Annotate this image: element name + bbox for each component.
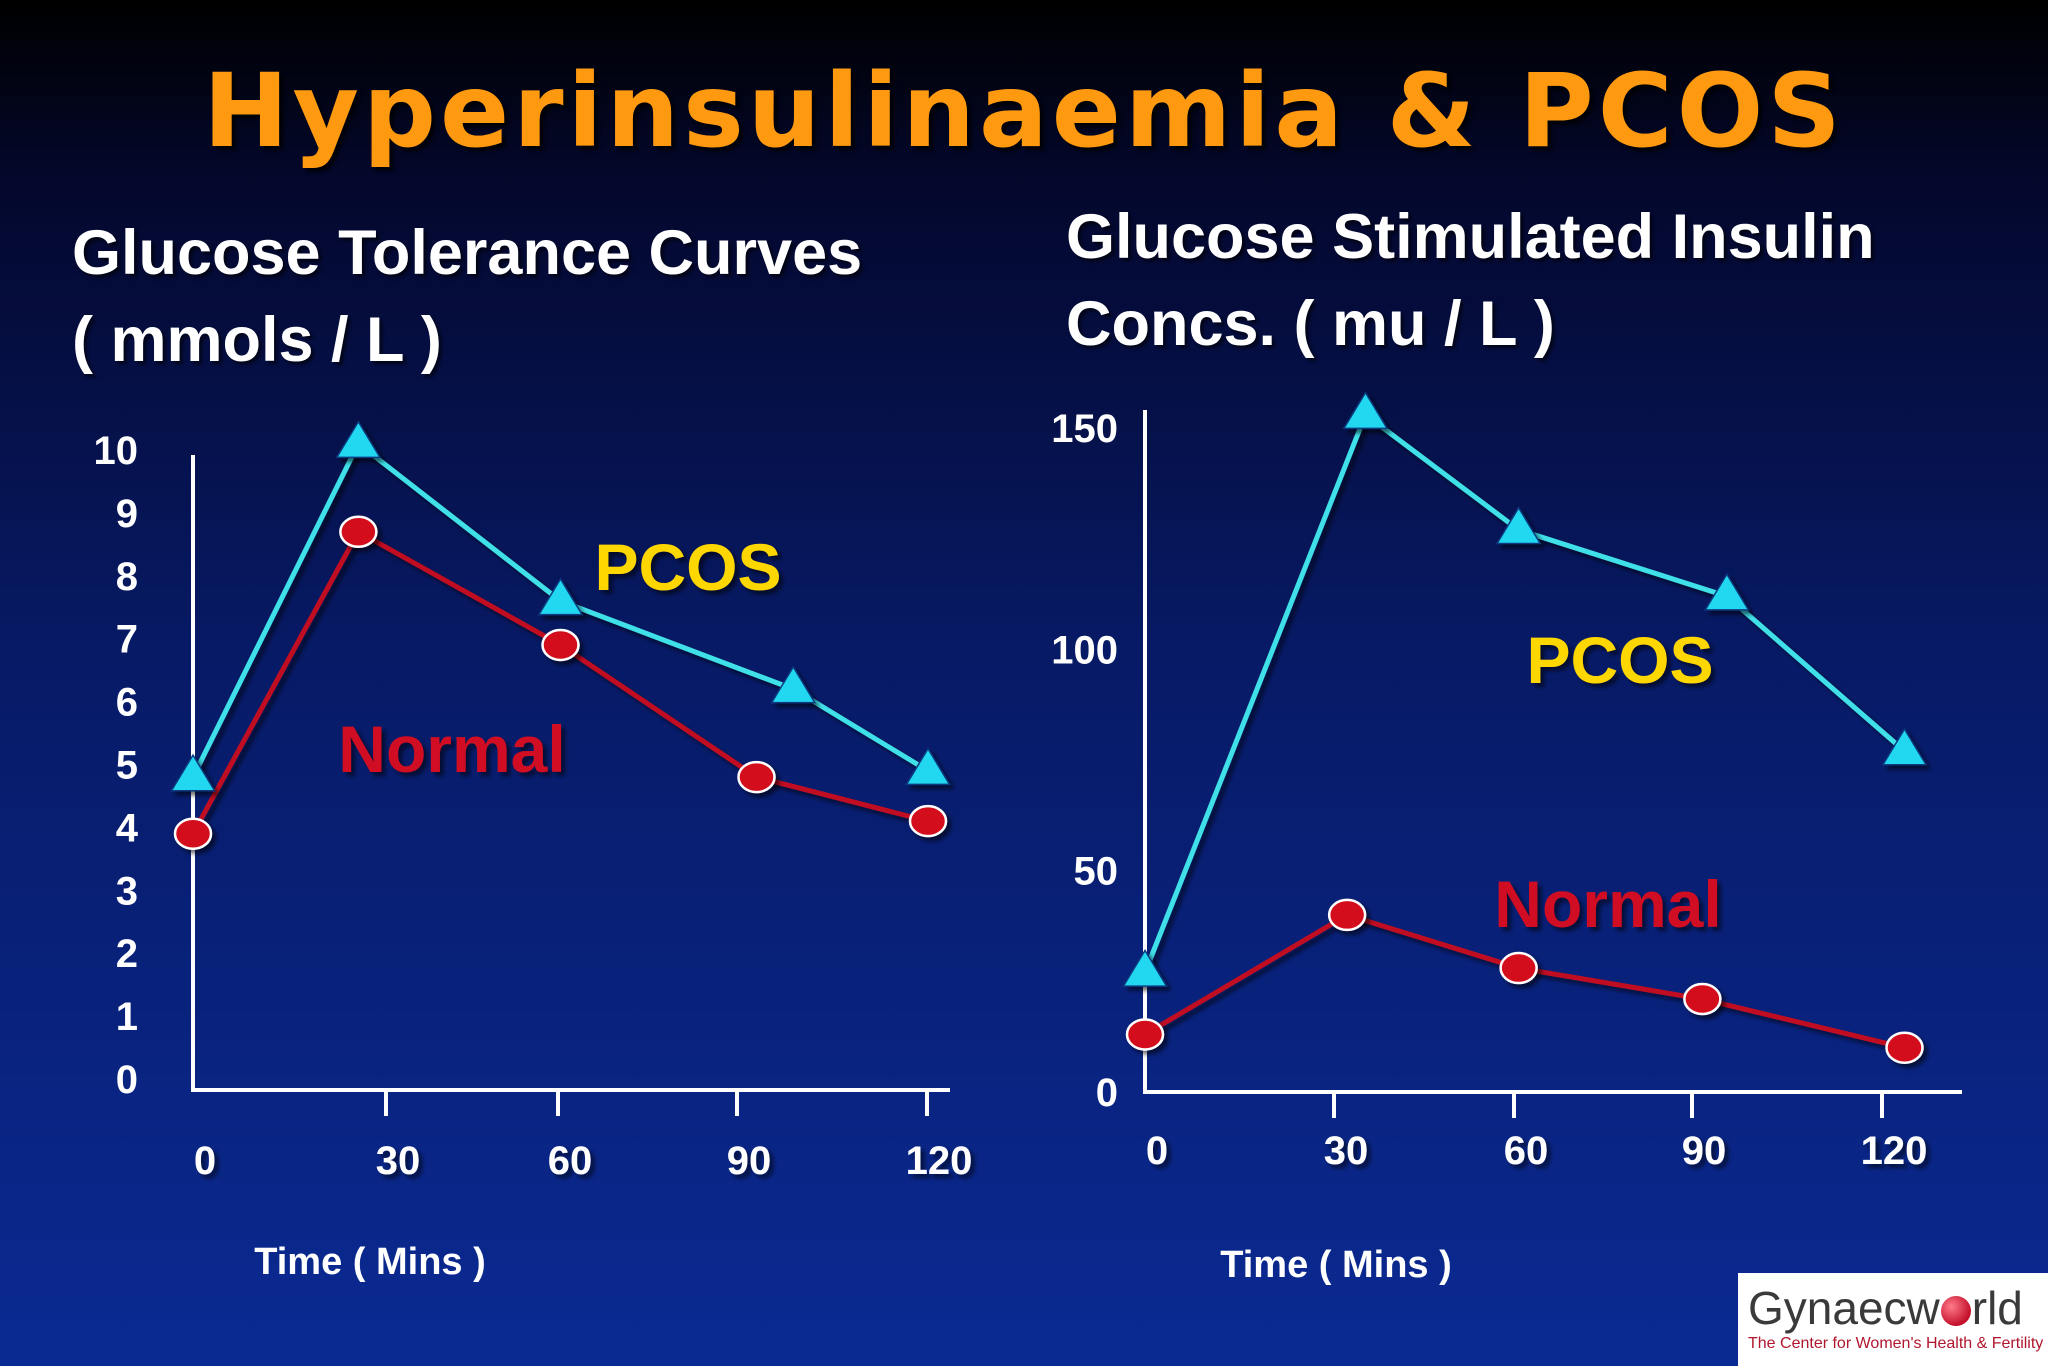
logo-dot-icon: [1940, 1296, 1971, 1326]
slide-title: Hyperinsulinaemia & PCOS: [203, 52, 1845, 171]
right-chart-subtitle: Glucose Stimulated Insulin Concs. ( mu /…: [1066, 194, 1875, 368]
glucose-normal-point: [908, 804, 948, 838]
glucose-y-tick-label: 9: [116, 492, 138, 536]
glucose-pcos-point: [335, 420, 382, 459]
glucose-y-tick-label: 2: [116, 932, 138, 976]
glucose-normal-series-label: Normal: [338, 712, 565, 786]
insulin-pcos-point: [1495, 506, 1542, 545]
glucose-y-tick-label: 0: [116, 1058, 138, 1102]
glucose-normal-point: [541, 628, 580, 662]
glucose-y-tick-label: 1: [116, 995, 138, 1039]
insulin-pcos-point: [1881, 727, 1928, 766]
insulin-x-tick-label: 60: [1504, 1129, 1549, 1173]
glucose-x-tick-label: 90: [727, 1139, 772, 1183]
glucose-pcos-point: [905, 747, 951, 786]
left-chart-subtitle-line1: Glucose Tolerance Curves: [72, 218, 863, 288]
glucose-pcos-point: [770, 665, 817, 704]
glucose-y-tick-label: 5: [116, 744, 138, 788]
left-chart-subtitle: Glucose Tolerance Curves ( mmols / L ): [72, 210, 862, 384]
insulin-x-tick-label: 30: [1324, 1129, 1369, 1173]
insulin-x-tick-label: 0: [1146, 1129, 1168, 1173]
glucose-normal-series-line: [190, 528, 929, 835]
insulin-normal-point: [1125, 1018, 1165, 1051]
glucose-pcos-point: [537, 577, 584, 616]
logo-name: Gynaecw rld: [1748, 1281, 2023, 1335]
glucose-x-tick-label: 30: [376, 1139, 421, 1183]
glucose-pcos-series-label: PCOS: [594, 530, 781, 604]
right-chart-subtitle-line1: Glucose Stimulated Insulin: [1066, 202, 1875, 272]
insulin-normal-point: [1499, 951, 1538, 985]
glucose-pcos-point: [170, 753, 216, 792]
insulin-normal-point: [1683, 982, 1722, 1016]
insulin-concentration-chart: 0 50 100 150 0 30 60 90 120 Time ( Mins ) Normal PC…: [1051, 391, 1962, 1286]
logo-name-part1: Gynaecw: [1748, 1282, 1940, 1334]
glucose-x-tick-label: 60: [548, 1139, 593, 1183]
insulin-x-tick-label: 120: [1861, 1129, 1928, 1173]
glucose-x-axis-title: Time ( Mins ): [254, 1241, 486, 1283]
insulin-normal-point: [1327, 898, 1367, 932]
glucose-normal-point: [339, 515, 378, 549]
insulin-pcos-point: [1703, 572, 1750, 611]
logo-tagline: The Center for Women's Health & Fertilit…: [1748, 1335, 2044, 1352]
insulin-y-tick-label: 150: [1051, 407, 1118, 451]
left-chart-subtitle-line2: ( mmols / L ): [72, 305, 442, 375]
insulin-pcos-point: [1122, 949, 1168, 987]
insulin-y-tick-label: 0: [1096, 1071, 1118, 1115]
glucose-normal-point: [173, 817, 213, 850]
glucose-x-tick-label: 120: [906, 1139, 973, 1183]
glucose-y-tick-label: 3: [116, 869, 138, 913]
glucose-y-tick-label: 10: [94, 429, 139, 473]
glucose-normal-point: [737, 760, 776, 794]
insulin-normal-series-label: Normal: [1494, 867, 1721, 941]
gynaecworld-logo: Gynaecw rld The Center for Women's Health…: [1738, 1273, 2048, 1366]
insulin-pcos-series-label: PCOS: [1526, 623, 1713, 697]
glucose-y-tick-label: 6: [116, 681, 138, 725]
right-chart-subtitle-line2: Concs. ( mu / L ): [1066, 289, 1555, 359]
insulin-x-tick-label: 90: [1682, 1129, 1727, 1173]
glucose-y-tick-label: 8: [116, 555, 138, 599]
insulin-x-axis-title: Time ( Mins ): [1220, 1244, 1452, 1286]
glucose-tolerance-chart: 0 1 2 3 4 5 6 7 8 9 10 0 30 60 90 120 Time ( Mins ) Norma…: [94, 420, 973, 1283]
insulin-normal-point: [1885, 1031, 1924, 1064]
glucose-x-tick-label: 0: [194, 1139, 216, 1183]
insulin-pcos-point: [1342, 391, 1389, 430]
insulin-y-tick-label: 100: [1051, 628, 1118, 672]
insulin-y-tick-label: 50: [1074, 850, 1119, 894]
glucose-y-tick-label: 4: [116, 806, 139, 850]
logo-name-part2: rld: [1971, 1282, 2023, 1334]
glucose-y-tick-label: 7: [116, 618, 138, 662]
